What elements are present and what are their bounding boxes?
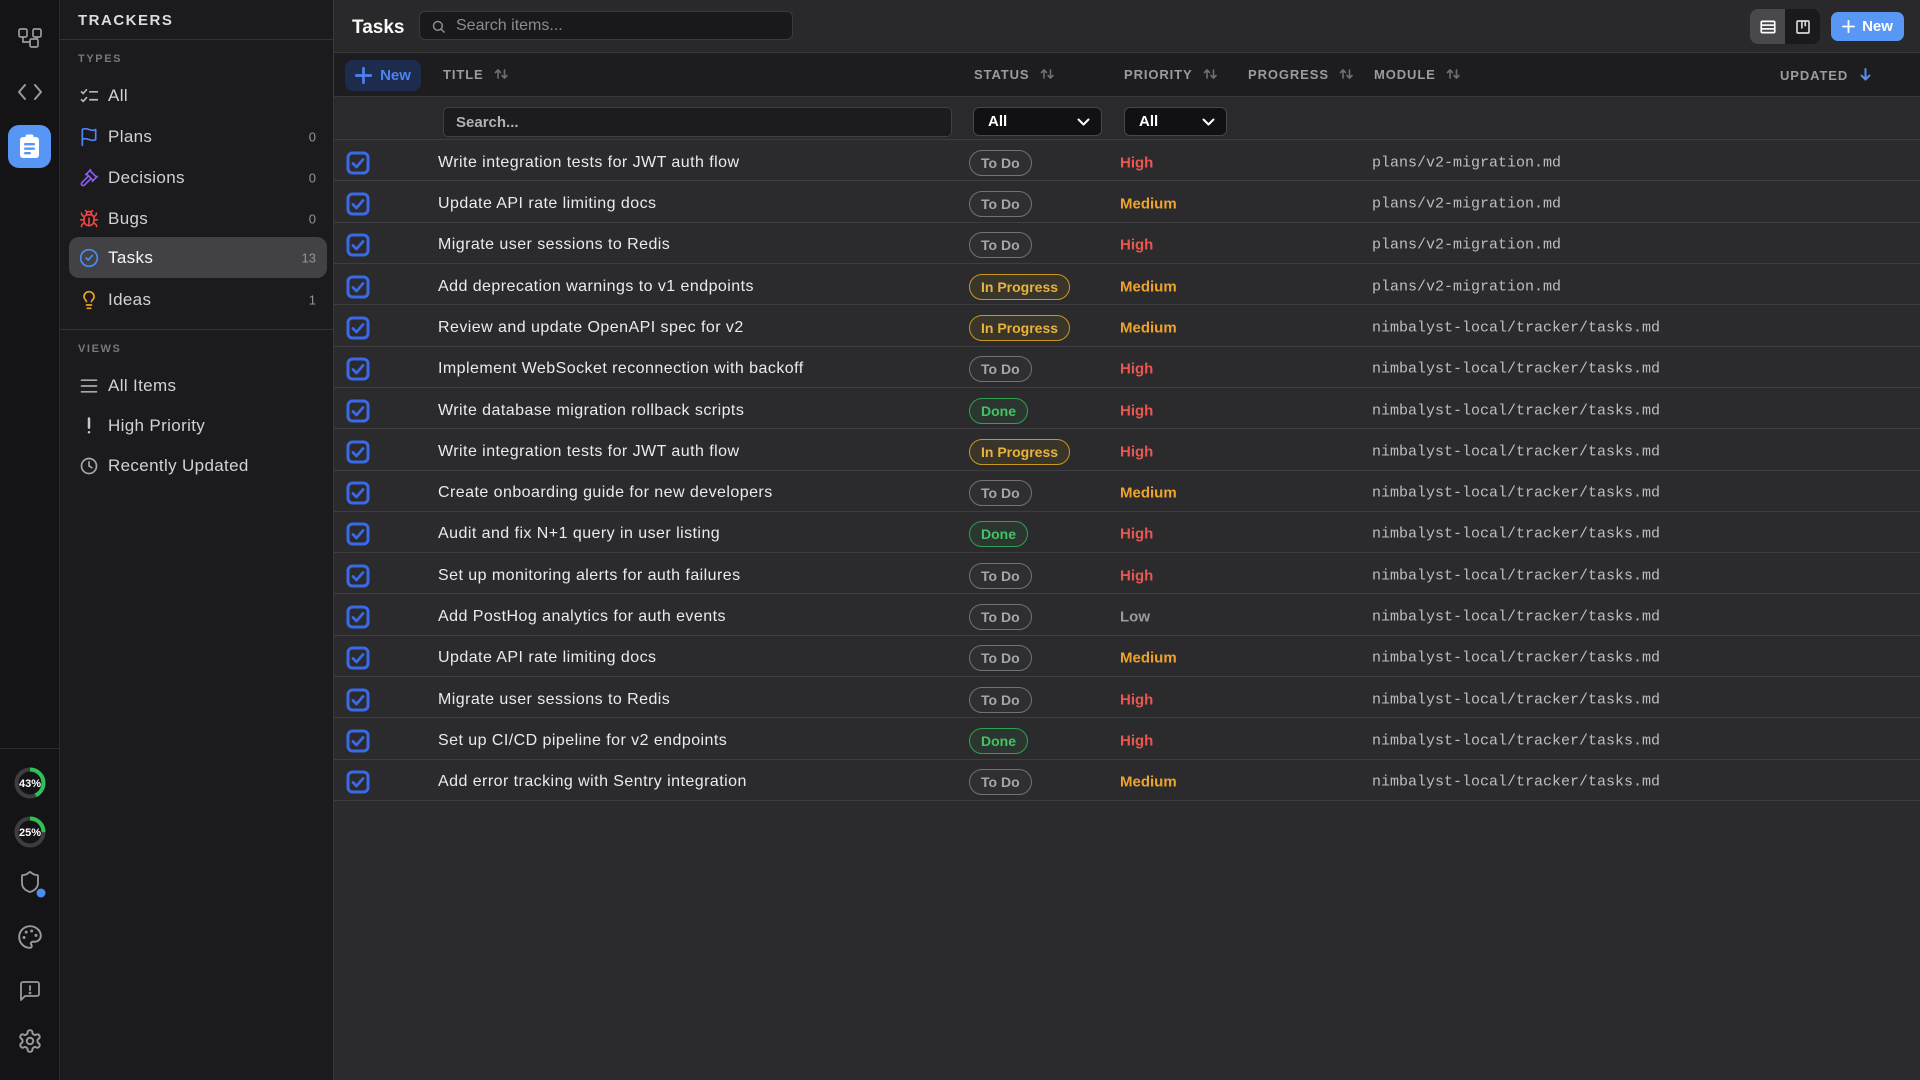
- svg-text:25%: 25%: [19, 827, 41, 839]
- svg-text:43%: 43%: [19, 778, 41, 790]
